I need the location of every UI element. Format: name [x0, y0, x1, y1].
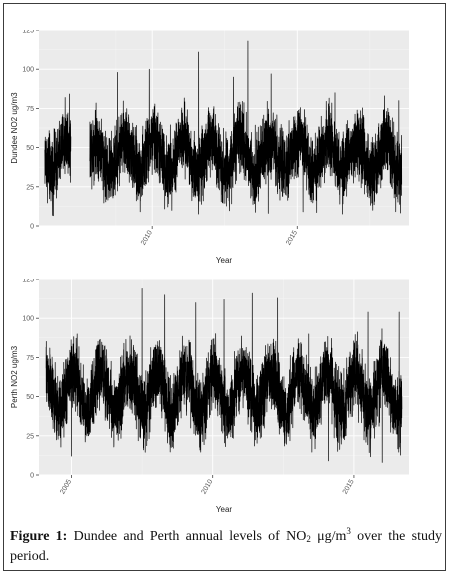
y-tick-label: 100 — [22, 316, 34, 323]
x-tick-label: 2010 — [140, 229, 154, 246]
x-axis-title: Year — [216, 505, 233, 514]
y-tick-label: 125 — [22, 30, 34, 35]
dundee-chart: 0 25 50 75 100 125 2010 2015 Year Dundee NO2 ug/m… — [10, 30, 409, 265]
series-line — [44, 93, 72, 217]
y-tick-label: 0 — [30, 473, 34, 480]
y-tick-label: 75 — [26, 355, 34, 362]
y-tick-label: 50 — [26, 394, 34, 401]
caption-superscript: 3 — [346, 526, 351, 536]
y-tick-label: 25 — [26, 184, 34, 191]
x-tick-label: 2010 — [201, 478, 215, 495]
caption-subscript: 2 — [306, 534, 311, 544]
x-tick-label: 2015 — [285, 229, 299, 246]
caption-text-mid: μg/m — [310, 529, 347, 544]
y-axis-title: Perth NO2 ug/m3 — [10, 345, 19, 408]
caption-text-before: Dundee and Perth annual levels of NO — [73, 529, 307, 544]
series-line — [89, 40, 403, 215]
y-tick-label: 0 — [30, 224, 34, 231]
y-tick-label: 75 — [26, 106, 34, 113]
x-axis-title: Year — [216, 256, 233, 265]
series-line — [45, 288, 403, 463]
perth-chart: 0 25 50 75 100 125 2005 2010 2015 Year Perth NO2 u… — [10, 279, 409, 514]
y-tick-label: 50 — [26, 145, 34, 152]
x-tick-label: 2015 — [342, 478, 356, 495]
y-tick-label: 25 — [26, 433, 34, 440]
caption-text-after: over the study period. — [10, 529, 442, 564]
y-tick-label: 125 — [22, 279, 34, 284]
x-tick-label: 2005 — [59, 478, 73, 495]
caption-label: Figure 1: — [10, 529, 68, 544]
y-tick-label: 100 — [22, 67, 34, 74]
figure-caption: Figure 1: Dundee and Perth annual levels… — [10, 527, 442, 567]
y-axis-title: Dundee NO2 ug/m3 — [10, 92, 19, 164]
